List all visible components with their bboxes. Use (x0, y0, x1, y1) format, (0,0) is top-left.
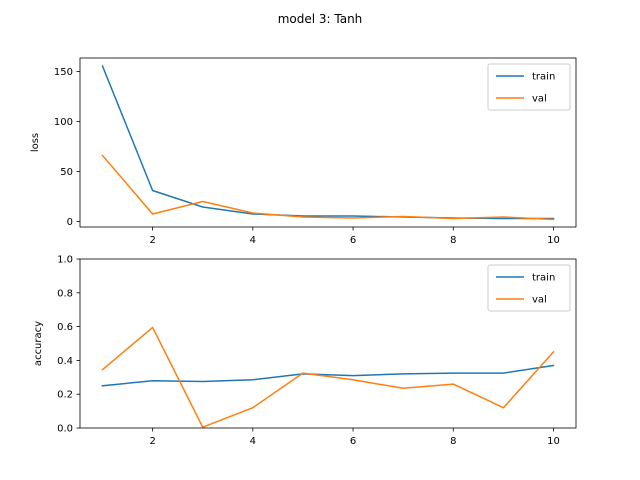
legend-label-train: train (532, 273, 555, 284)
figure-suptitle: model 3: Tanh (278, 12, 363, 26)
series-line-train (101, 65, 555, 220)
legend-box (487, 264, 571, 312)
x-tick-label: 10 (547, 436, 560, 447)
series-line-val (101, 326, 555, 428)
y-tick-label: 50 (60, 167, 73, 178)
x-tick-label: 10 (547, 235, 560, 246)
y-tick-label: 0.2 (57, 390, 73, 401)
y-tick-label: 0 (67, 217, 73, 228)
x-tick-label: 8 (450, 436, 456, 447)
x-tick-label: 2 (149, 436, 155, 447)
y-axis-label: accuracy (33, 321, 44, 366)
y-tick-label: 0.0 (57, 424, 73, 435)
legend-label-train: train (532, 72, 555, 83)
y-tick-label: 150 (54, 67, 73, 78)
legend: train val (487, 264, 571, 312)
accuracy-panel: 2 4 6 8 10 0.0 0.2 0.4 0.6 0.8 1.0 accuracy train val (33, 255, 577, 447)
y-tick-label: 0.6 (57, 322, 73, 333)
legend-label-val: val (532, 94, 547, 105)
x-tick-label: 6 (350, 436, 356, 447)
y-tick-label: 100 (54, 117, 73, 128)
axes-frame (79, 57, 577, 228)
x-tick-label: 8 (450, 235, 456, 246)
y-tick-label: 0.4 (57, 356, 73, 367)
x-tick-label: 4 (250, 235, 256, 246)
x-tick-label: 6 (350, 235, 356, 246)
x-tick-label: 2 (149, 235, 155, 246)
y-tick-label: 0.8 (57, 288, 73, 299)
series-line-train (101, 364, 555, 387)
series-line-val (101, 154, 555, 221)
axes-frame (79, 258, 577, 429)
legend-box (487, 63, 571, 111)
y-tick-label: 1.0 (57, 255, 73, 266)
y-axis-label: loss (30, 133, 41, 152)
legend-label-val: val (532, 295, 547, 306)
legend: train val (487, 63, 571, 111)
x-tick-label: 4 (250, 436, 256, 447)
